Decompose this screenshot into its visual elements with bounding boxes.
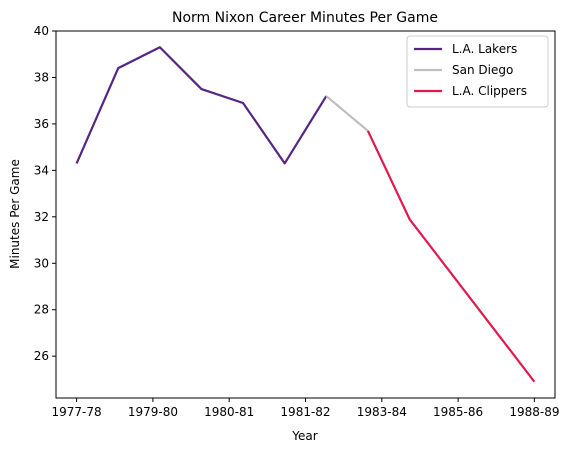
chart-title: Norm Nixon Career Minutes Per Game	[172, 10, 438, 26]
y-tick-label-5: 36	[34, 117, 49, 131]
x-tick-label-4: 1983-84	[357, 405, 407, 419]
plot-area	[75, 46, 536, 383]
legend-label-0: L.A. Lakers	[452, 42, 517, 56]
legend: L.A. Lakers San Diego L.A. Clippers	[406, 35, 549, 108]
legend-label-2: L.A. Clippers	[452, 84, 527, 98]
x-tick-label-2: 1980-81	[204, 405, 254, 419]
x-tick-label-6: 1988-89	[509, 405, 559, 419]
legend-label-1: San Diego	[452, 63, 513, 77]
x-axis-label: Year	[291, 429, 317, 443]
y-tick-label-3: 32	[34, 210, 49, 224]
series-line-2	[366, 130, 536, 383]
legend-box	[406, 35, 549, 108]
y-tick-label-2: 30	[34, 256, 49, 270]
x-tick-label-0: 1977-78	[52, 405, 102, 419]
y-tick-label-1: 28	[34, 303, 49, 317]
x-tick-label-5: 1985-86	[433, 405, 483, 419]
y-tick-label-6: 38	[34, 70, 49, 84]
y-tick-label-4: 34	[34, 163, 49, 177]
series-line-1	[325, 95, 369, 132]
y-tick-label-7: 40	[34, 24, 49, 38]
x-tick-label-3: 1981-82	[280, 405, 330, 419]
y-tick-label-0: 26	[34, 349, 49, 363]
x-tick-label-1: 1979-80	[128, 405, 178, 419]
series-line-0	[75, 46, 328, 165]
axes: 26 28 30 32 34 36 38 40 1977-78 1979-80 1980-81 198…	[34, 24, 560, 419]
y-axis-label: Minutes Per Game	[8, 159, 22, 269]
